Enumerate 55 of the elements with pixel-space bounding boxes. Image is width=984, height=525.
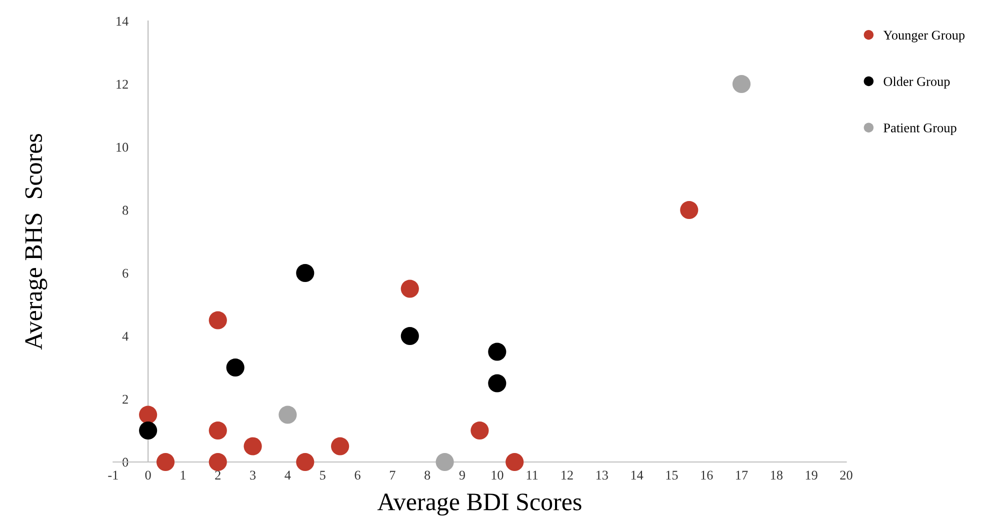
x-tick-label: 17 [736,470,748,480]
point [296,452,314,472]
point [732,74,751,94]
legend-label: Older Group [884,76,950,89]
point [436,452,454,472]
x-tick-label: 14 [631,470,644,480]
point [506,452,524,472]
point [139,421,158,440]
x-tick-label: 18 [770,470,783,480]
point [470,421,489,440]
point [400,280,419,298]
x-tick-label: 20 [840,470,852,480]
point [208,421,227,440]
x-tick-label: 3 [250,470,256,480]
legend-label: Patient Group [884,123,956,136]
x-tick-label: 12 [562,470,573,480]
x-tick-label: 13 [596,470,608,480]
y-axis-title: Average BHS Scores [25,134,48,350]
y-tick-label: 4 [122,332,128,341]
y-tick-label: 2 [122,394,128,404]
point [208,311,227,330]
x-tick-label: 19 [806,470,818,480]
x-tick-label: 4 [284,470,291,480]
x-tick-label: 1 [180,470,186,480]
x-tick-label: 7 [390,470,396,480]
point [400,326,419,346]
y-tick-label: 12 [116,80,128,89]
x-axis-title: Average BDI Scores [377,494,582,516]
point [331,437,350,456]
point [680,200,698,220]
x-tick-label: 11 [526,470,538,480]
x-tick-label: 6 [354,470,360,480]
x-tick-label: 9 [459,470,466,480]
point [488,374,506,392]
y-tick-label: 14 [116,16,128,26]
x-tick-label: 8 [424,470,430,480]
x-tick-label: 10 [492,470,504,480]
point [156,452,175,472]
point [488,342,506,361]
point [278,406,297,424]
point [139,406,158,424]
y-tick-label: 6 [122,268,128,278]
y-tick-label: 10 [116,142,128,152]
x-tick-label: 5 [320,470,326,480]
x-tick-label: 2 [215,470,220,480]
y-tick-label: 8 [122,206,128,215]
point [244,437,262,456]
x-tick-label: 0 [145,470,151,480]
x-tick-label: -1 [108,470,118,480]
point [296,264,314,282]
point [208,452,227,472]
point [226,358,244,377]
legend-label: Younger Group [883,30,965,42]
x-tick-label: 16 [701,470,713,480]
x-tick-label: 15 [666,470,678,480]
